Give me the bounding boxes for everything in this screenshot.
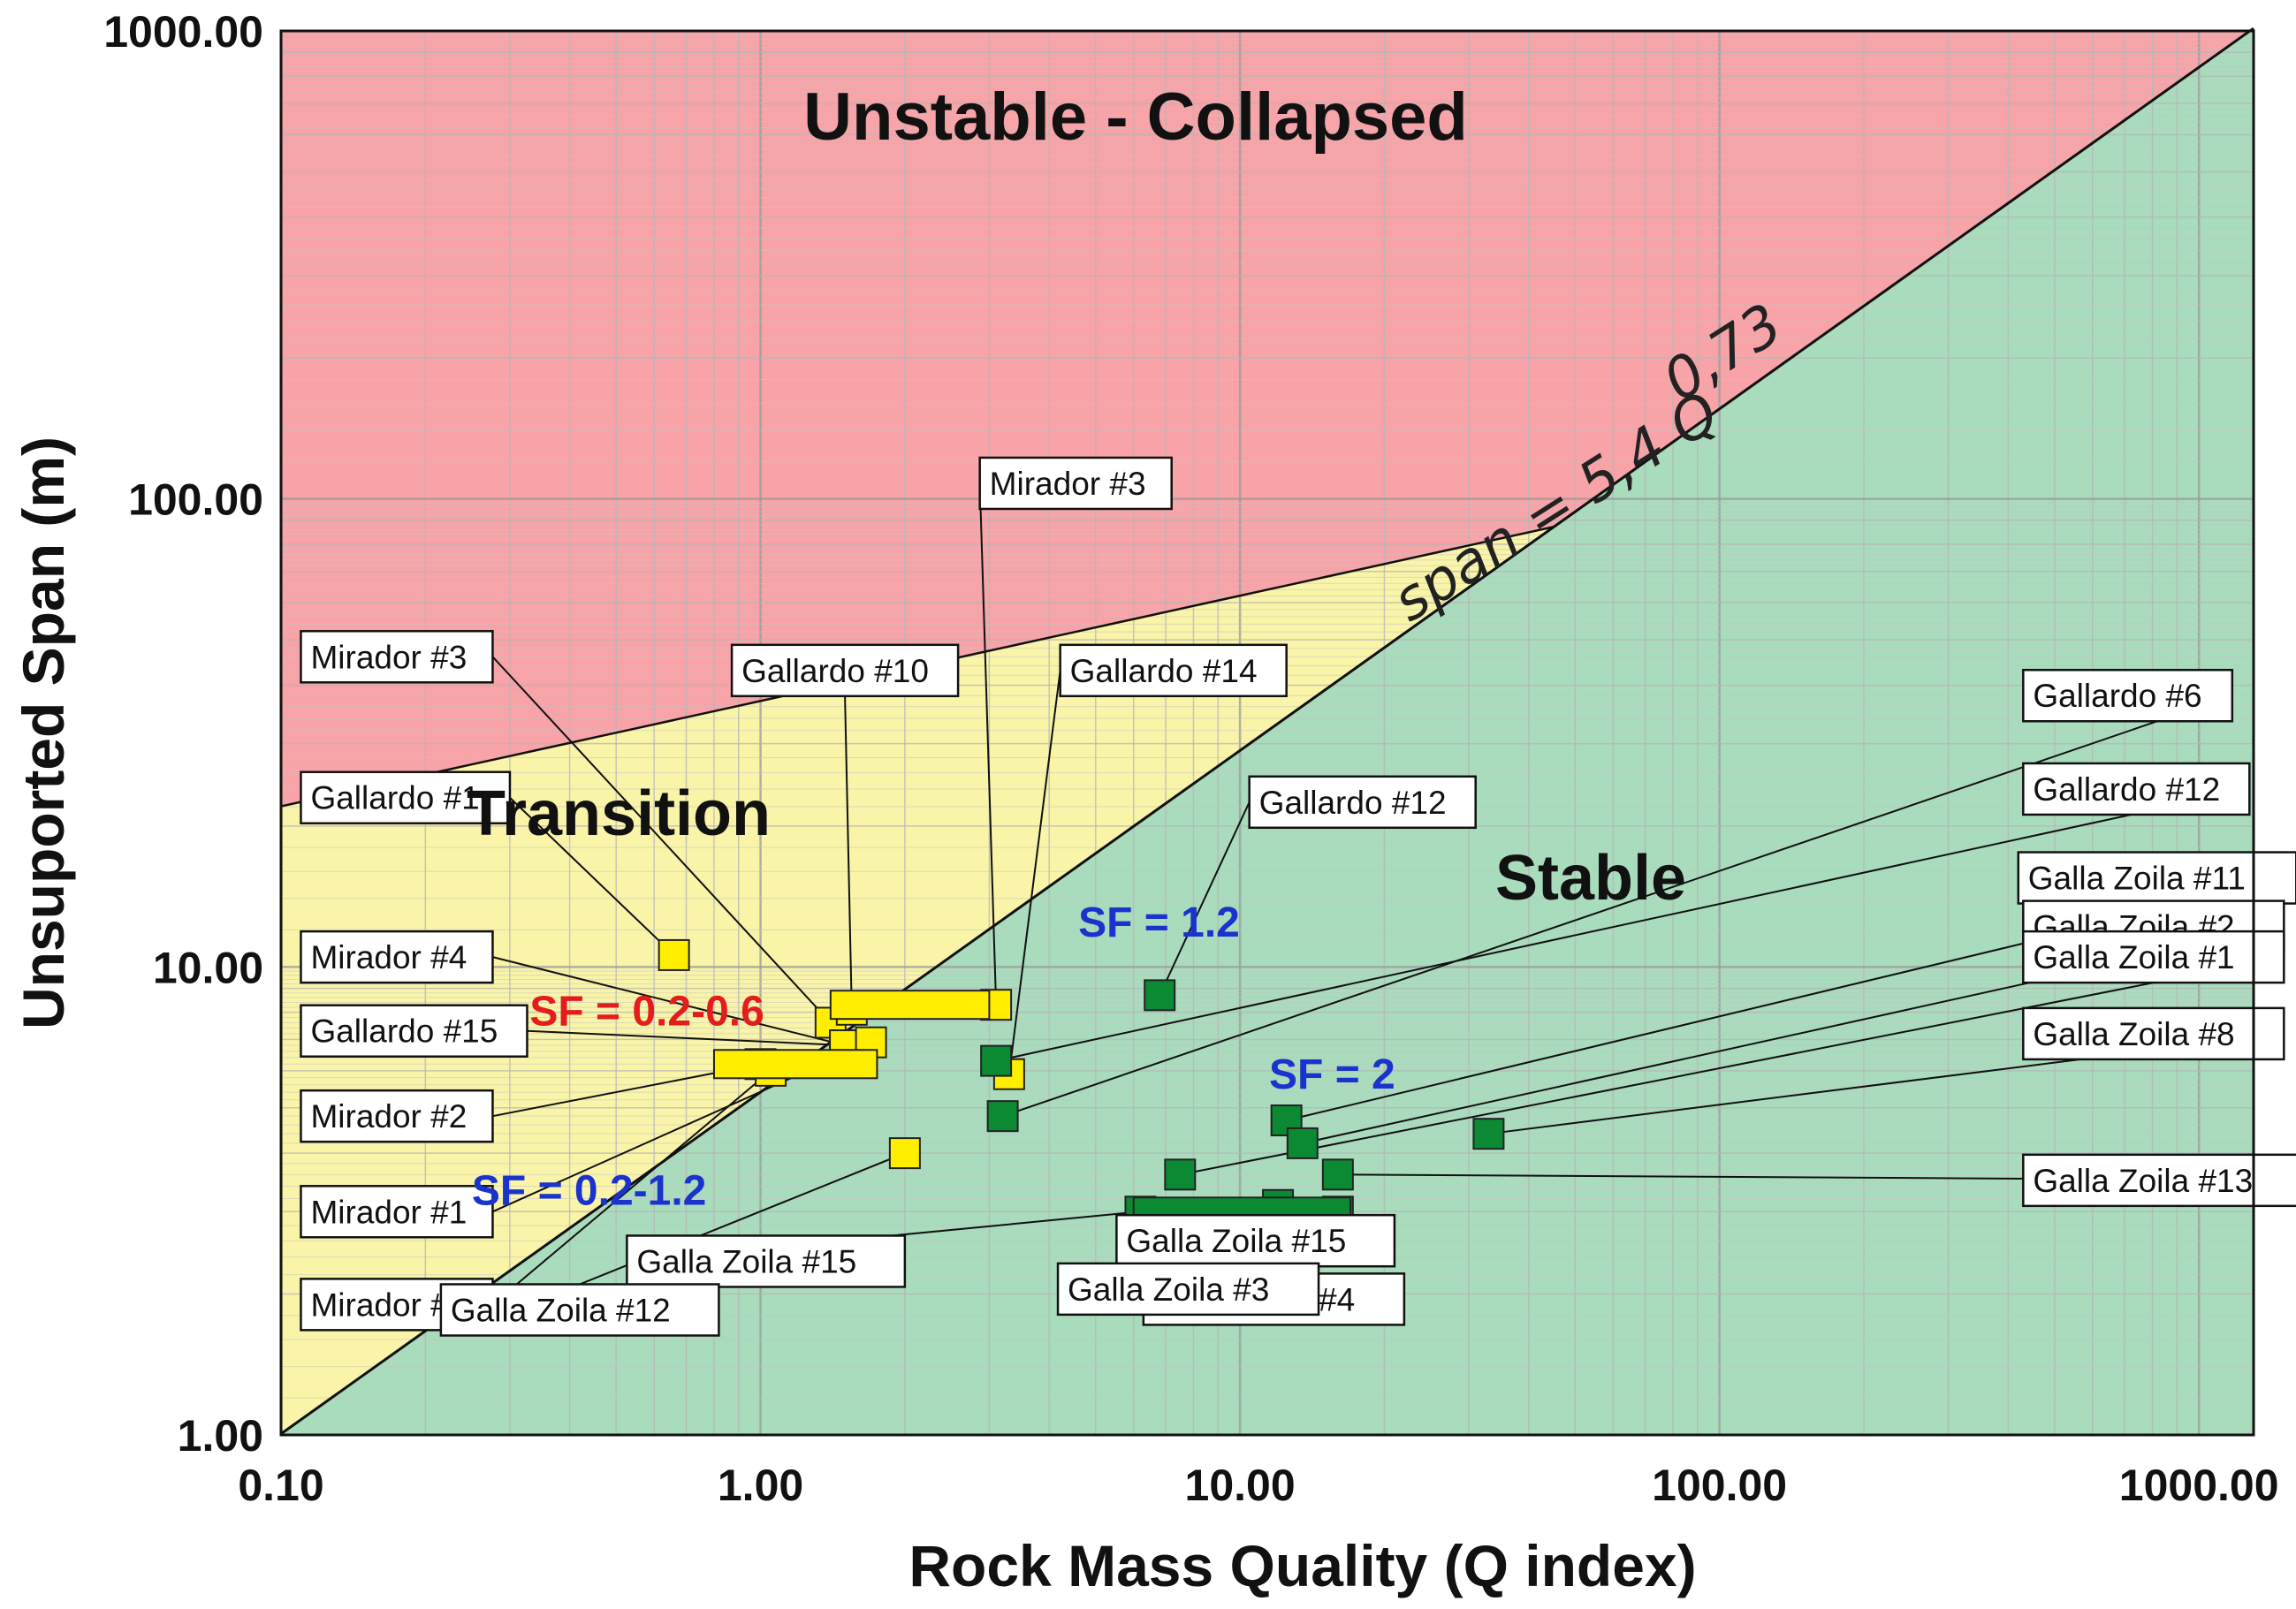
point-label-box [300,770,512,824]
point-labels: Gallardo #1 Mirador #3 Gallardo #10 Mirador… [300,456,2296,1337]
leader-line [978,482,998,1006]
point-label: Gallardo #15 [310,1013,498,1050]
point-label-box [978,456,1173,511]
point-label: Galla Zoila #12 [451,1292,671,1328]
leader-line [1007,670,1061,1074]
x-tick-label: 1000.00 [2119,1461,2279,1510]
point-label: Gallardo #14 [1070,653,1258,689]
point-label: Galla Zoila #8 [2033,1016,2234,1052]
point-label: Mirador #2 [310,1098,467,1135]
safety-factor-label: SF = 0.2-1.2 [472,1168,706,1215]
point-label: Galla Zoila #11 [2028,861,2246,897]
collapsed-region-title: Unstable - Collapsed [803,80,1468,155]
point-label-box [1115,1213,1396,1268]
data-point-marker [658,938,690,971]
y-tick-label: 10.00 [153,943,263,992]
data-point-marker [1144,979,1176,1012]
point-label-box [2022,668,2234,723]
x-axis-label: Rock Mass Quality (Q index) [909,1533,1696,1598]
stable-region-title: Stable [1495,843,1686,914]
collapsed-region [281,28,2254,807]
point-label: Gallardo #12 [2033,771,2220,808]
point-label-box [2022,762,2251,816]
point-label: Mirador #4 [310,939,467,975]
data-range-bar [829,990,991,1021]
safety-factor-label: SF = 1.2 [1078,899,1240,946]
leader-line [527,1029,846,1047]
point-label: Gallardo #6 [2033,678,2201,714]
data-point-marker [1321,1158,1354,1191]
point-label-box [1248,775,1477,830]
x-tick-label: 1.00 [718,1461,803,1510]
transition-region-title: Transition [467,778,771,849]
point-label-box [626,1234,907,1288]
data-point-marker [1286,1127,1319,1159]
point-label-box [2022,1153,2296,1208]
point-label: Galla Zoila #13 [2033,1163,2253,1199]
x-tick-label: 0.10 [238,1461,323,1510]
data-point-marker [980,1044,1013,1077]
point-label-box [300,630,494,684]
point-label: Gallardo #1 [310,780,479,816]
leader-line [491,1070,772,1306]
data-point-marker [986,1100,1019,1133]
point-label: Galla Zoila #15 [636,1243,856,1279]
y-tick-label: 100.00 [128,475,263,525]
safety-factor-label: SF = 0.2-0.6 [529,989,764,1036]
point-label-box [300,930,494,984]
leader-line [509,797,675,956]
leader-line [995,787,2250,1062]
point-label: Mirador #3 [990,466,1146,502]
x-tick-label: 10.00 [1185,1461,1296,1510]
stability-boundary-line [280,27,2254,1435]
point-label: Mirador #3 [310,639,467,675]
point-label-box [2022,1006,2285,1061]
point-label: Gallardo #10 [741,653,929,689]
point-label: Galla Zoila #1 [2033,939,2234,975]
data-point-marker [1164,1158,1197,1191]
point-label-box [300,1185,494,1239]
x-tick-label: 100.00 [1652,1461,1787,1510]
point-label-box [300,1004,528,1058]
data-point-marker [888,1137,921,1170]
point-label: Mirador #1 [310,1194,467,1230]
point-label: Galla Zoila #15 [1126,1223,1346,1259]
leader-line [491,656,832,1024]
leader-line [1159,801,1251,996]
point-label-box [2022,930,2285,984]
point-label-box [439,1283,720,1337]
point-label: Gallardo #12 [1259,785,1447,821]
y-tick-label: 1.00 [178,1411,263,1461]
leader-line [844,695,853,1010]
safety-factor-label: SF = 2 [1269,1051,1395,1098]
point-label-box [730,643,960,698]
y-tick-label: 1000.00 [103,7,263,57]
data-point-marker [1472,1118,1505,1150]
data-range-bar [712,1049,878,1080]
point-label-box [1056,1262,1320,1317]
point-label-box [1059,643,1288,698]
plot-frame [279,29,2255,1437]
point-label: Galla Zoila #3 [1068,1271,1269,1308]
axes: 0.10 1.00 10.00 100.00 1000.001.0010.00100.0… [11,7,2279,1598]
point-label-box [300,1089,494,1143]
leader-line [1180,956,2285,1176]
leader-line [492,956,846,1047]
y-axis-label: Unsuported Span (m) [11,436,76,1029]
